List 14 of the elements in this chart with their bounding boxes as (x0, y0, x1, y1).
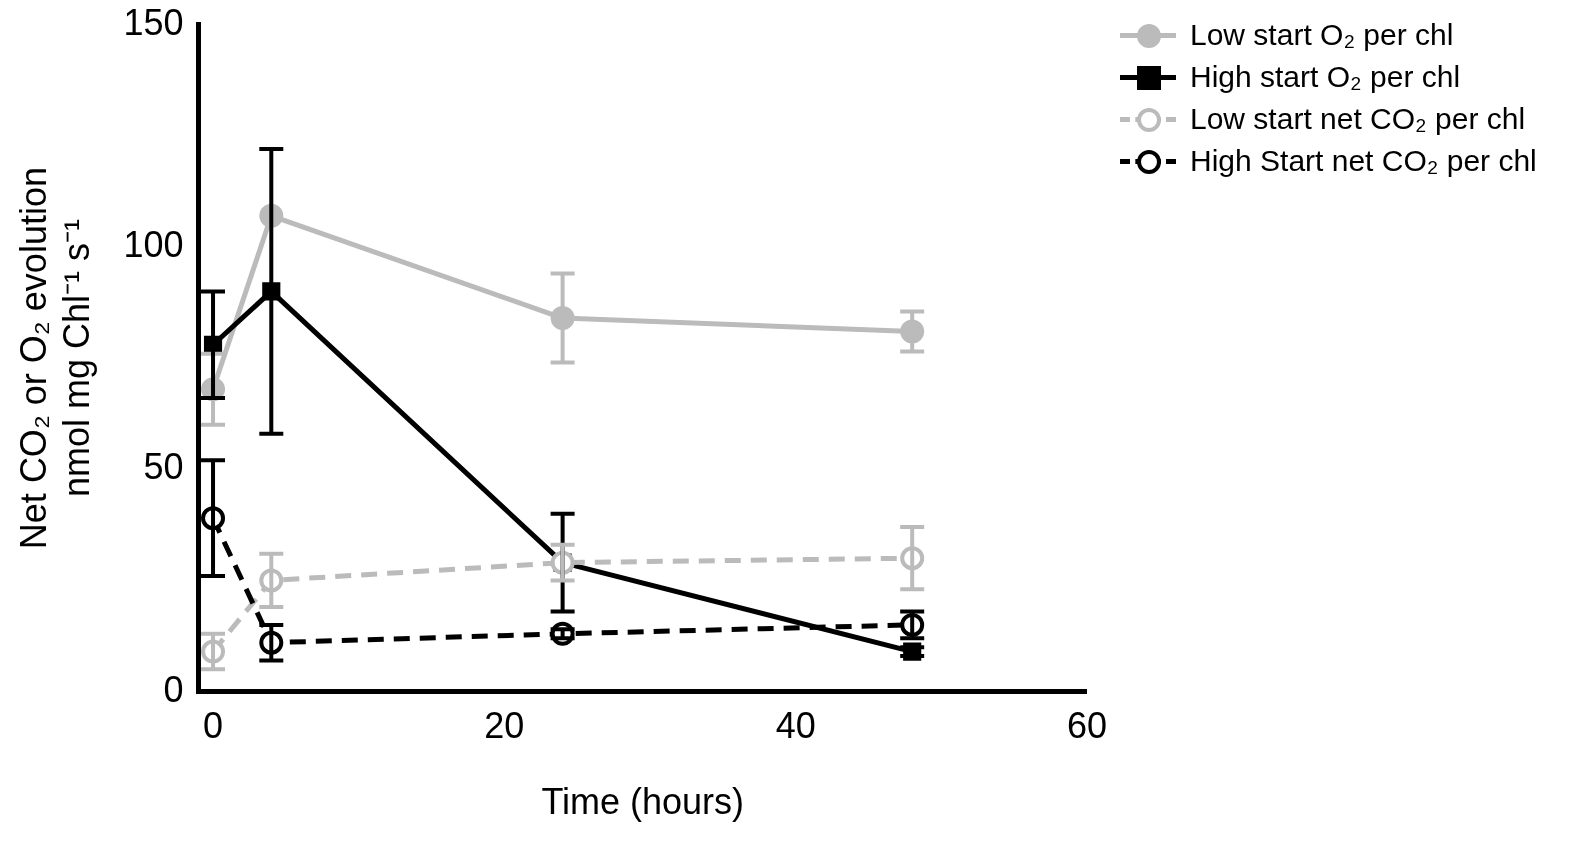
legend-label: Low start net CO₂ per chl (1190, 101, 1526, 137)
legend-label: Low start O₂ per chl (1190, 17, 1454, 53)
x-tick-label: 0 (203, 705, 224, 747)
y-tick-label: 100 (123, 223, 184, 265)
legend-label: High Start net CO₂ per chl (1190, 143, 1537, 179)
y-tick-label: 150 (123, 1, 184, 43)
y-axis-title: Net CO₂ or O₂ evolution nmol mg Chl⁻¹ s⁻¹ (12, 167, 97, 550)
x-axis-title: Time (hours) (541, 781, 745, 823)
legend-label: High start O₂ per chl (1190, 59, 1461, 95)
x-tick-label: 20 (484, 705, 525, 747)
x-tick-label: 60 (1066, 705, 1107, 747)
y-tick-label: 50 (143, 446, 184, 488)
y-tick-label: 0 (163, 668, 184, 710)
x-tick-label: 40 (775, 705, 816, 747)
